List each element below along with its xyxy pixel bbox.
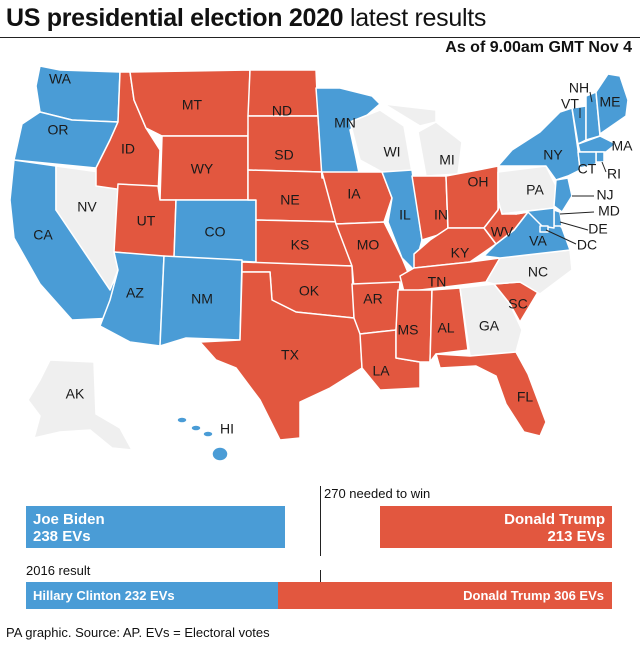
biden-bar: Joe Biden 238 EVs <box>26 506 285 548</box>
270-line <box>320 486 321 556</box>
state-label-NY: NY <box>543 147 563 163</box>
state-label-WA: WA <box>49 71 72 87</box>
state-label-ME: ME <box>600 94 621 110</box>
state-NJ <box>553 177 573 213</box>
state-label-WY: WY <box>191 161 214 177</box>
state-label-OH: OH <box>468 174 489 190</box>
trump-bar: Donald Trump 213 EVs <box>380 506 612 548</box>
trump-2016-label: Donald Trump 306 EVs <box>463 588 604 603</box>
state-label-AZ: AZ <box>126 285 144 301</box>
state-label-AR: AR <box>363 291 382 307</box>
state-label-DC: DC <box>577 237 597 253</box>
trump-name: Donald Trump <box>504 511 605 528</box>
state-label-WI: WI <box>383 144 400 160</box>
state-label-OR: OR <box>48 122 69 138</box>
state-label-OK: OK <box>299 283 320 299</box>
state-label-GA: GA <box>479 318 500 334</box>
leader-md <box>559 211 595 215</box>
state-label-SD: SD <box>274 147 293 163</box>
state-label-NC: NC <box>528 264 548 280</box>
result-2016-label: 2016 result <box>26 563 91 578</box>
title-light: latest results <box>349 4 487 32</box>
state-label-TN: TN <box>428 274 447 290</box>
state-label-AL: AL <box>437 320 454 336</box>
state-label-SC: SC <box>508 296 527 312</box>
state-label-ND: ND <box>272 103 292 119</box>
state-label-IN: IN <box>434 207 448 223</box>
state-ME <box>595 73 629 135</box>
leader-de <box>559 221 589 231</box>
state-DC <box>539 225 549 233</box>
state-label-NJ: NJ <box>596 187 613 203</box>
state-label-NH: NH <box>569 80 589 96</box>
state-label-MI: MI <box>439 152 455 168</box>
trump-2016-bar: Donald Trump 306 EVs <box>278 582 612 609</box>
state-label-VT: VT <box>561 96 579 112</box>
state-label-FL: FL <box>517 389 534 405</box>
state-label-IL: IL <box>399 207 411 223</box>
state-WI <box>349 109 413 173</box>
state-label-TX: TX <box>281 347 300 363</box>
leader-nh <box>589 91 593 103</box>
state-FL <box>435 351 547 437</box>
state-AK <box>27 359 133 451</box>
biden-evs: 238 EVs <box>33 528 91 545</box>
needed-to-win-label: 270 needed to win <box>324 486 431 501</box>
state-label-MD: MD <box>598 203 620 219</box>
state-MI <box>383 103 463 177</box>
state-label-CO: CO <box>205 224 226 240</box>
state-label-MO: MO <box>357 237 380 253</box>
state-DE <box>553 209 563 227</box>
state-label-KY: KY <box>451 245 470 261</box>
biden-name: Joe Biden <box>33 511 105 528</box>
leader-dc <box>545 229 577 245</box>
270-line-2016 <box>320 570 321 582</box>
state-label-HI: HI <box>220 421 234 437</box>
source-note: PA graphic. Source: AP. EVs = Electoral … <box>6 625 270 640</box>
state-label-IA: IA <box>347 186 361 202</box>
state-label-ID: ID <box>121 141 135 157</box>
state-CT <box>577 151 597 169</box>
state-label-WV: WV <box>491 224 514 240</box>
state-IA <box>321 171 393 225</box>
state-label-KS: KS <box>291 237 310 253</box>
clinton-label: Hillary Clinton 232 EVs <box>33 588 175 603</box>
as-of-timestamp: As of 9.00am GMT Nov 4 <box>445 39 632 56</box>
state-label-CT: CT <box>578 161 597 177</box>
state-label-AK: AK <box>66 386 85 402</box>
state-label-NV: NV <box>77 199 97 215</box>
state-SD <box>247 115 323 173</box>
state-label-MS: MS <box>398 322 419 338</box>
state-label-LA: LA <box>372 363 390 379</box>
title-rule <box>0 37 640 38</box>
state-label-CA: CA <box>33 227 53 243</box>
state-MA <box>577 135 617 153</box>
state-AL <box>429 287 469 363</box>
state-label-NM: NM <box>191 291 213 307</box>
clinton-bar: Hillary Clinton 232 EVs <box>26 582 278 609</box>
trump-evs: 213 EVs <box>547 528 605 545</box>
state-NY <box>497 107 581 181</box>
title-bold: US presidential election 2020 <box>6 4 344 32</box>
state-label-VA: VA <box>529 233 547 249</box>
state-label-PA: PA <box>526 182 544 198</box>
state-label-MN: MN <box>334 115 356 131</box>
state-label-DE: DE <box>588 221 607 237</box>
state-RI <box>595 151 605 163</box>
us-election-map: WA OR CA NV ID MT WY UT AZ CO NM ND SD NE KS OK TX MN IA MO… <box>9 65 634 462</box>
leader-ri <box>601 161 607 173</box>
state-label-UT: UT <box>137 213 156 229</box>
state-MN <box>315 87 381 179</box>
page-title: US presidential election 2020 latest res… <box>6 4 486 33</box>
state-label-RI: RI <box>607 166 621 182</box>
state-label-NE: NE <box>280 192 299 208</box>
state-NM <box>159 255 243 347</box>
state-HI <box>176 416 229 462</box>
state-label-MT: MT <box>182 97 203 113</box>
state-label-MA: MA <box>612 138 634 154</box>
state-TX <box>199 271 363 441</box>
